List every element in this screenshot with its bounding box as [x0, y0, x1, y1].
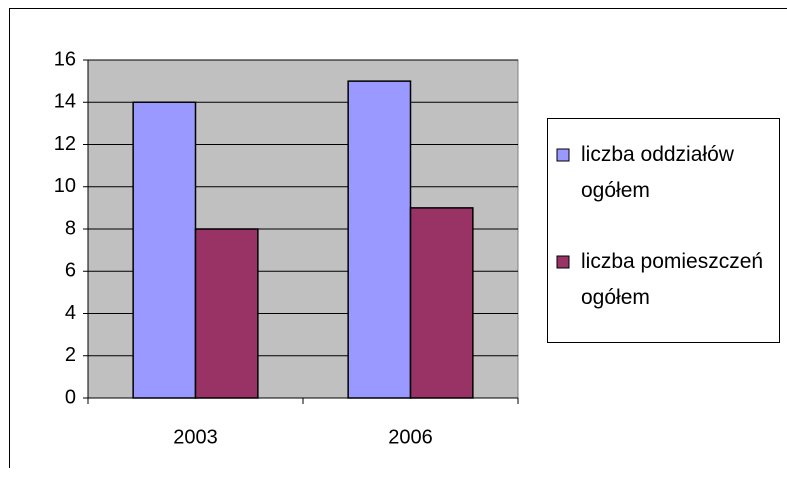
legend-swatch [556, 148, 570, 162]
y-tick-label: 16 [54, 48, 76, 70]
chart-border [9, 8, 787, 468]
y-tick-label: 6 [65, 260, 76, 282]
bar [132, 101, 197, 399]
x-tick-label: 2003 [173, 426, 218, 448]
y-tick-label: 2 [65, 344, 76, 366]
bar [409, 207, 474, 399]
y-tick-label: 4 [65, 302, 76, 324]
y-tick-label: 10 [54, 175, 76, 197]
legend-swatch [556, 255, 570, 269]
x-tick-label: 2006 [388, 426, 433, 448]
y-tick-label: 12 [54, 133, 76, 155]
legend-label: liczba pomieszczeń ogółem [581, 250, 764, 309]
y-tick-label: 8 [65, 217, 76, 239]
bar [347, 80, 412, 399]
legend-box [547, 118, 780, 343]
bar [194, 228, 259, 399]
legend-label: liczba oddziałów ogółem [581, 143, 734, 202]
y-tick-label: 0 [65, 386, 76, 408]
y-tick-label: 14 [54, 91, 76, 113]
